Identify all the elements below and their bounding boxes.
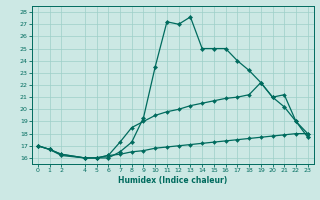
X-axis label: Humidex (Indice chaleur): Humidex (Indice chaleur) xyxy=(118,176,228,185)
